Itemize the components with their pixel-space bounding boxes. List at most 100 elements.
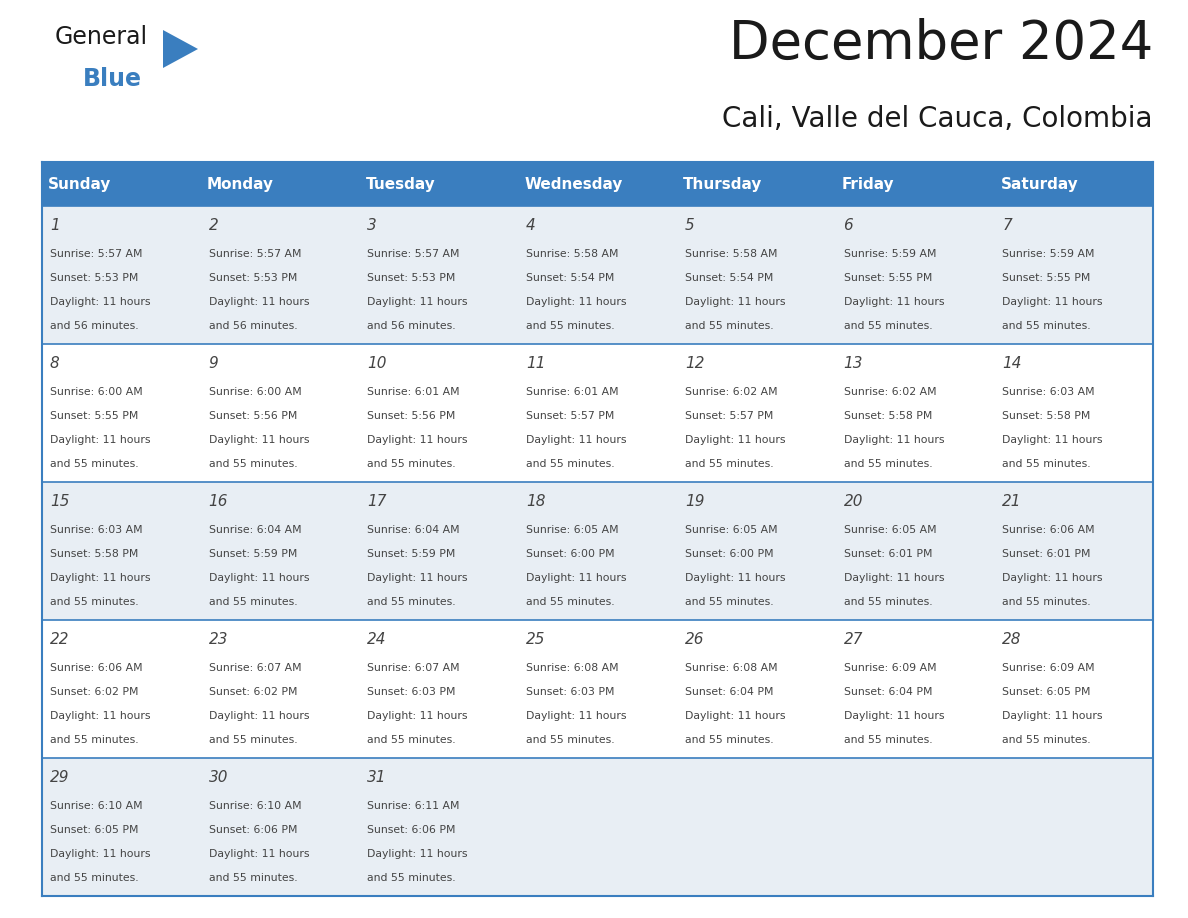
Text: Monday: Monday bbox=[207, 176, 274, 192]
Text: Daylight: 11 hours: Daylight: 11 hours bbox=[50, 573, 151, 583]
Text: Sunset: 6:01 PM: Sunset: 6:01 PM bbox=[1003, 549, 1091, 559]
Text: Sunrise: 6:04 AM: Sunrise: 6:04 AM bbox=[209, 525, 302, 535]
Text: December 2024: December 2024 bbox=[728, 18, 1154, 70]
Text: Sunrise: 6:07 AM: Sunrise: 6:07 AM bbox=[209, 663, 302, 673]
Text: Sunset: 6:00 PM: Sunset: 6:00 PM bbox=[684, 549, 773, 559]
Text: Daylight: 11 hours: Daylight: 11 hours bbox=[209, 435, 309, 445]
Text: 11: 11 bbox=[526, 356, 545, 372]
Text: and 55 minutes.: and 55 minutes. bbox=[1003, 321, 1091, 331]
Text: Sunrise: 6:00 AM: Sunrise: 6:00 AM bbox=[209, 386, 302, 397]
Text: Daylight: 11 hours: Daylight: 11 hours bbox=[367, 711, 468, 721]
Text: and 55 minutes.: and 55 minutes. bbox=[526, 459, 614, 469]
Text: Sunset: 5:55 PM: Sunset: 5:55 PM bbox=[1003, 273, 1091, 283]
Text: Daylight: 11 hours: Daylight: 11 hours bbox=[1003, 297, 1102, 308]
Text: and 55 minutes.: and 55 minutes. bbox=[50, 598, 139, 607]
Text: 10: 10 bbox=[367, 356, 387, 372]
Text: and 55 minutes.: and 55 minutes. bbox=[367, 735, 456, 745]
Text: Sunset: 5:53 PM: Sunset: 5:53 PM bbox=[367, 273, 456, 283]
Text: and 55 minutes.: and 55 minutes. bbox=[367, 459, 456, 469]
Text: Daylight: 11 hours: Daylight: 11 hours bbox=[367, 435, 468, 445]
Text: Sunrise: 6:05 AM: Sunrise: 6:05 AM bbox=[684, 525, 777, 535]
Text: Sunrise: 5:57 AM: Sunrise: 5:57 AM bbox=[50, 249, 143, 259]
Text: Daylight: 11 hours: Daylight: 11 hours bbox=[209, 711, 309, 721]
Text: Sunset: 5:58 PM: Sunset: 5:58 PM bbox=[843, 411, 931, 421]
Text: Blue: Blue bbox=[83, 67, 143, 91]
Text: 1: 1 bbox=[50, 218, 59, 233]
Text: Daylight: 11 hours: Daylight: 11 hours bbox=[209, 297, 309, 308]
Text: and 56 minutes.: and 56 minutes. bbox=[50, 321, 139, 331]
Text: Daylight: 11 hours: Daylight: 11 hours bbox=[367, 849, 468, 859]
Text: Sunset: 5:56 PM: Sunset: 5:56 PM bbox=[367, 411, 456, 421]
Text: 12: 12 bbox=[684, 356, 704, 372]
Text: 27: 27 bbox=[843, 633, 862, 647]
Text: 26: 26 bbox=[684, 633, 704, 647]
Text: and 55 minutes.: and 55 minutes. bbox=[209, 873, 297, 883]
Text: 18: 18 bbox=[526, 495, 545, 509]
Text: Daylight: 11 hours: Daylight: 11 hours bbox=[843, 573, 944, 583]
Text: Daylight: 11 hours: Daylight: 11 hours bbox=[50, 849, 151, 859]
Text: Sunset: 5:59 PM: Sunset: 5:59 PM bbox=[209, 549, 297, 559]
Text: 25: 25 bbox=[526, 633, 545, 647]
Text: Sunday: Sunday bbox=[49, 176, 112, 192]
Text: and 55 minutes.: and 55 minutes. bbox=[1003, 735, 1091, 745]
Text: 9: 9 bbox=[209, 356, 219, 372]
Text: Sunset: 6:04 PM: Sunset: 6:04 PM bbox=[843, 687, 933, 697]
Text: Sunrise: 6:00 AM: Sunrise: 6:00 AM bbox=[50, 386, 143, 397]
Text: 14: 14 bbox=[1003, 356, 1022, 372]
Text: Daylight: 11 hours: Daylight: 11 hours bbox=[50, 297, 151, 308]
Text: and 55 minutes.: and 55 minutes. bbox=[526, 598, 614, 607]
Text: Sunrise: 5:57 AM: Sunrise: 5:57 AM bbox=[367, 249, 460, 259]
Text: and 55 minutes.: and 55 minutes. bbox=[843, 598, 933, 607]
Text: Sunset: 5:58 PM: Sunset: 5:58 PM bbox=[1003, 411, 1091, 421]
Text: Sunset: 6:05 PM: Sunset: 6:05 PM bbox=[1003, 687, 1091, 697]
Text: Daylight: 11 hours: Daylight: 11 hours bbox=[1003, 573, 1102, 583]
Text: Cali, Valle del Cauca, Colombia: Cali, Valle del Cauca, Colombia bbox=[722, 105, 1154, 133]
Text: 31: 31 bbox=[367, 770, 387, 786]
Text: Tuesday: Tuesday bbox=[366, 176, 436, 192]
Text: Sunset: 5:54 PM: Sunset: 5:54 PM bbox=[684, 273, 773, 283]
Text: Sunset: 6:06 PM: Sunset: 6:06 PM bbox=[367, 825, 456, 835]
Text: 21: 21 bbox=[1003, 495, 1022, 509]
Text: 20: 20 bbox=[843, 495, 862, 509]
Text: and 56 minutes.: and 56 minutes. bbox=[367, 321, 456, 331]
Text: Sunrise: 6:02 AM: Sunrise: 6:02 AM bbox=[843, 386, 936, 397]
Text: Sunset: 5:54 PM: Sunset: 5:54 PM bbox=[526, 273, 614, 283]
Text: 2: 2 bbox=[209, 218, 219, 233]
Text: Daylight: 11 hours: Daylight: 11 hours bbox=[367, 297, 468, 308]
Text: Daylight: 11 hours: Daylight: 11 hours bbox=[526, 435, 626, 445]
Text: 16: 16 bbox=[209, 495, 228, 509]
Text: Daylight: 11 hours: Daylight: 11 hours bbox=[843, 711, 944, 721]
Text: 4: 4 bbox=[526, 218, 536, 233]
Bar bbox=[42, 162, 1154, 206]
Text: Sunset: 5:55 PM: Sunset: 5:55 PM bbox=[50, 411, 138, 421]
Text: Sunrise: 6:10 AM: Sunrise: 6:10 AM bbox=[50, 800, 143, 811]
Text: Sunrise: 6:01 AM: Sunrise: 6:01 AM bbox=[367, 386, 460, 397]
Text: Sunrise: 6:06 AM: Sunrise: 6:06 AM bbox=[1003, 525, 1095, 535]
Text: Daylight: 11 hours: Daylight: 11 hours bbox=[50, 711, 151, 721]
Text: Daylight: 11 hours: Daylight: 11 hours bbox=[526, 573, 626, 583]
Text: Daylight: 11 hours: Daylight: 11 hours bbox=[209, 573, 309, 583]
Text: 5: 5 bbox=[684, 218, 695, 233]
Text: and 55 minutes.: and 55 minutes. bbox=[209, 735, 297, 745]
Text: Daylight: 11 hours: Daylight: 11 hours bbox=[684, 573, 785, 583]
Text: Sunset: 6:00 PM: Sunset: 6:00 PM bbox=[526, 549, 614, 559]
Text: and 55 minutes.: and 55 minutes. bbox=[684, 459, 773, 469]
Text: Sunrise: 6:02 AM: Sunrise: 6:02 AM bbox=[684, 386, 777, 397]
Text: Saturday: Saturday bbox=[1000, 176, 1079, 192]
Text: 28: 28 bbox=[1003, 633, 1022, 647]
Text: 29: 29 bbox=[50, 770, 69, 786]
Text: Daylight: 11 hours: Daylight: 11 hours bbox=[1003, 711, 1102, 721]
Text: 7: 7 bbox=[1003, 218, 1012, 233]
Text: Sunset: 6:06 PM: Sunset: 6:06 PM bbox=[209, 825, 297, 835]
Text: Sunset: 6:03 PM: Sunset: 6:03 PM bbox=[526, 687, 614, 697]
Text: 24: 24 bbox=[367, 633, 387, 647]
Text: Daylight: 11 hours: Daylight: 11 hours bbox=[367, 573, 468, 583]
Text: Sunrise: 6:11 AM: Sunrise: 6:11 AM bbox=[367, 800, 460, 811]
Text: Sunrise: 5:59 AM: Sunrise: 5:59 AM bbox=[1003, 249, 1094, 259]
Text: and 55 minutes.: and 55 minutes. bbox=[526, 321, 614, 331]
Text: 23: 23 bbox=[209, 633, 228, 647]
Text: Sunset: 6:05 PM: Sunset: 6:05 PM bbox=[50, 825, 139, 835]
Text: Sunrise: 5:57 AM: Sunrise: 5:57 AM bbox=[209, 249, 301, 259]
Text: 3: 3 bbox=[367, 218, 377, 233]
Text: Sunrise: 5:58 AM: Sunrise: 5:58 AM bbox=[684, 249, 777, 259]
